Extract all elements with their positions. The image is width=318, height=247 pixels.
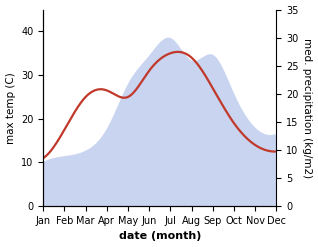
Y-axis label: med. precipitation (kg/m2): med. precipitation (kg/m2) bbox=[302, 38, 313, 178]
Y-axis label: max temp (C): max temp (C) bbox=[5, 72, 16, 144]
X-axis label: date (month): date (month) bbox=[119, 231, 201, 242]
